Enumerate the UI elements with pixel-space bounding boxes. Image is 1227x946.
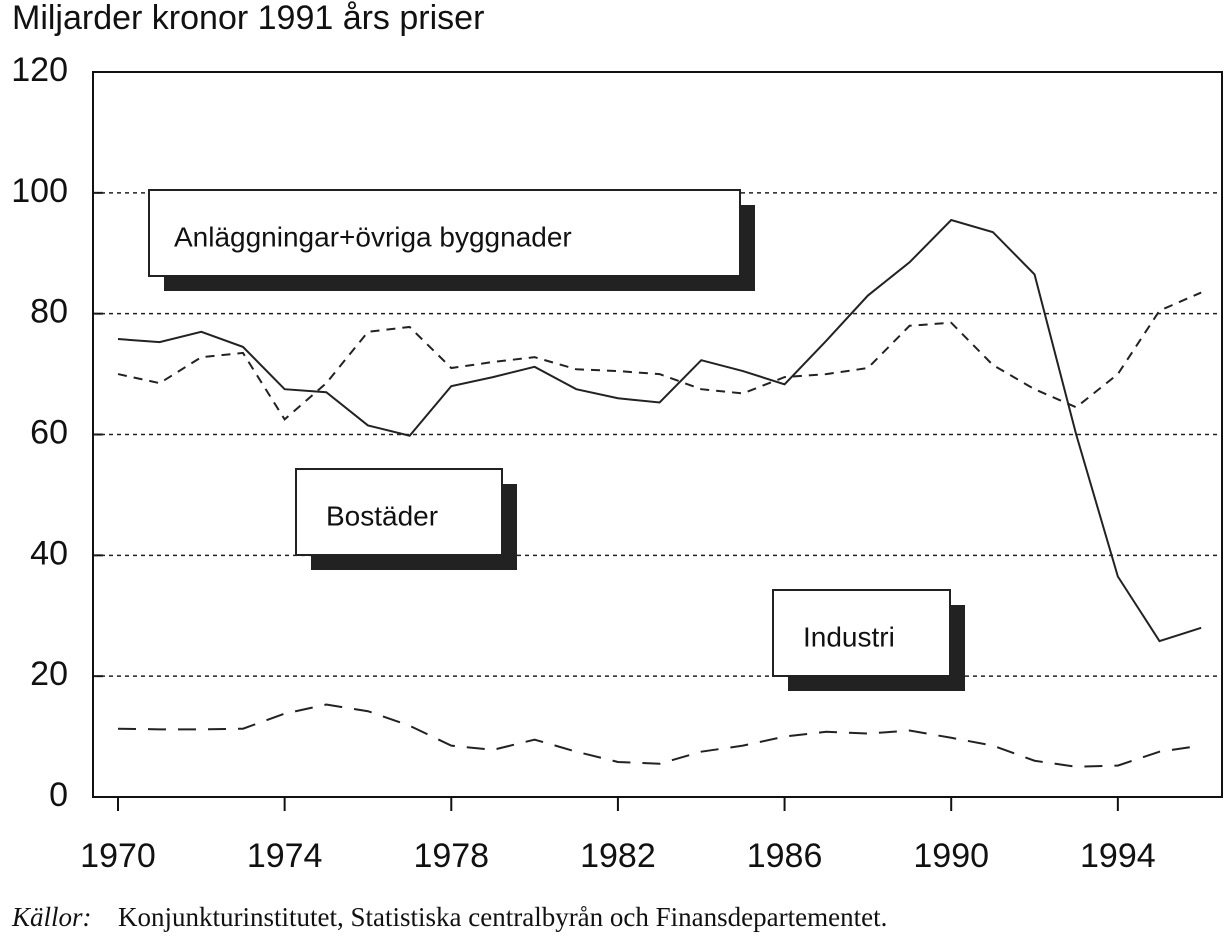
legend-label: Anläggningar+övriga byggnader bbox=[174, 221, 572, 252]
series-line bbox=[117, 291, 1202, 421]
x-tick-label: 1994 bbox=[1080, 837, 1156, 875]
legend-label: Bostäder bbox=[326, 500, 438, 531]
x-tick-label: 1974 bbox=[247, 837, 323, 875]
legend-label: Industri bbox=[803, 621, 895, 652]
y-tick-label: 60 bbox=[30, 413, 68, 451]
series-line bbox=[117, 703, 1202, 768]
y-tick-label: 40 bbox=[30, 534, 68, 572]
plot-frame bbox=[92, 71, 1223, 798]
x-tick-label: 1978 bbox=[413, 837, 489, 875]
legend-box bbox=[295, 468, 503, 556]
x-tick-label: 1982 bbox=[580, 837, 656, 875]
y-tick-label: 0 bbox=[49, 776, 68, 814]
series-line bbox=[117, 218, 1202, 643]
y-tick-label: 80 bbox=[30, 293, 68, 331]
y-tick-label: 20 bbox=[30, 655, 68, 693]
x-tick-label: 1970 bbox=[80, 837, 156, 875]
y-tick-label: 120 bbox=[11, 51, 68, 89]
y-tick-label: 100 bbox=[11, 172, 68, 210]
legend-box bbox=[148, 189, 741, 277]
x-tick-label: 1986 bbox=[747, 837, 823, 875]
x-tick-label: 1990 bbox=[913, 837, 989, 875]
source-label: Källor: bbox=[11, 902, 92, 932]
legend-box bbox=[772, 589, 951, 677]
source: Konjunkturinstitutet, Statistiska centra… bbox=[118, 902, 887, 932]
chart-title: Miljarder kronor 1991 års priser bbox=[12, 0, 484, 37]
